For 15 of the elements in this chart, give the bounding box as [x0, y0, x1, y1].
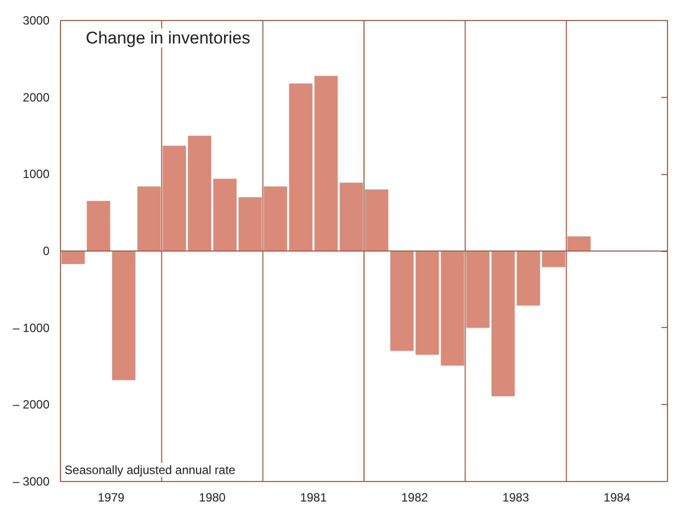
x-tick-label: 1983 [502, 490, 530, 504]
x-tick-label: 1980 [198, 490, 226, 504]
y-tick-label: 2000 [22, 90, 50, 104]
x-tick-label: 1981 [300, 490, 328, 504]
text: Change in inventories [86, 28, 250, 48]
y-tick-label: 1000 [22, 167, 50, 182]
x-tick-label: 1984 [604, 490, 631, 504]
y-tick-label: – 1000 [12, 320, 50, 335]
x-tick-label: 1982 [401, 490, 428, 504]
y-tick-label: – 3000 [12, 474, 50, 488]
annotation: Seasonally adjusted annual rate [64, 462, 236, 477]
y-tick-label: – 2000 [12, 398, 50, 412]
y-tick-label: 3000 [22, 14, 50, 28]
x-tick-label: 1979 [98, 490, 125, 504]
y-tick-label: 0 [42, 244, 50, 258]
